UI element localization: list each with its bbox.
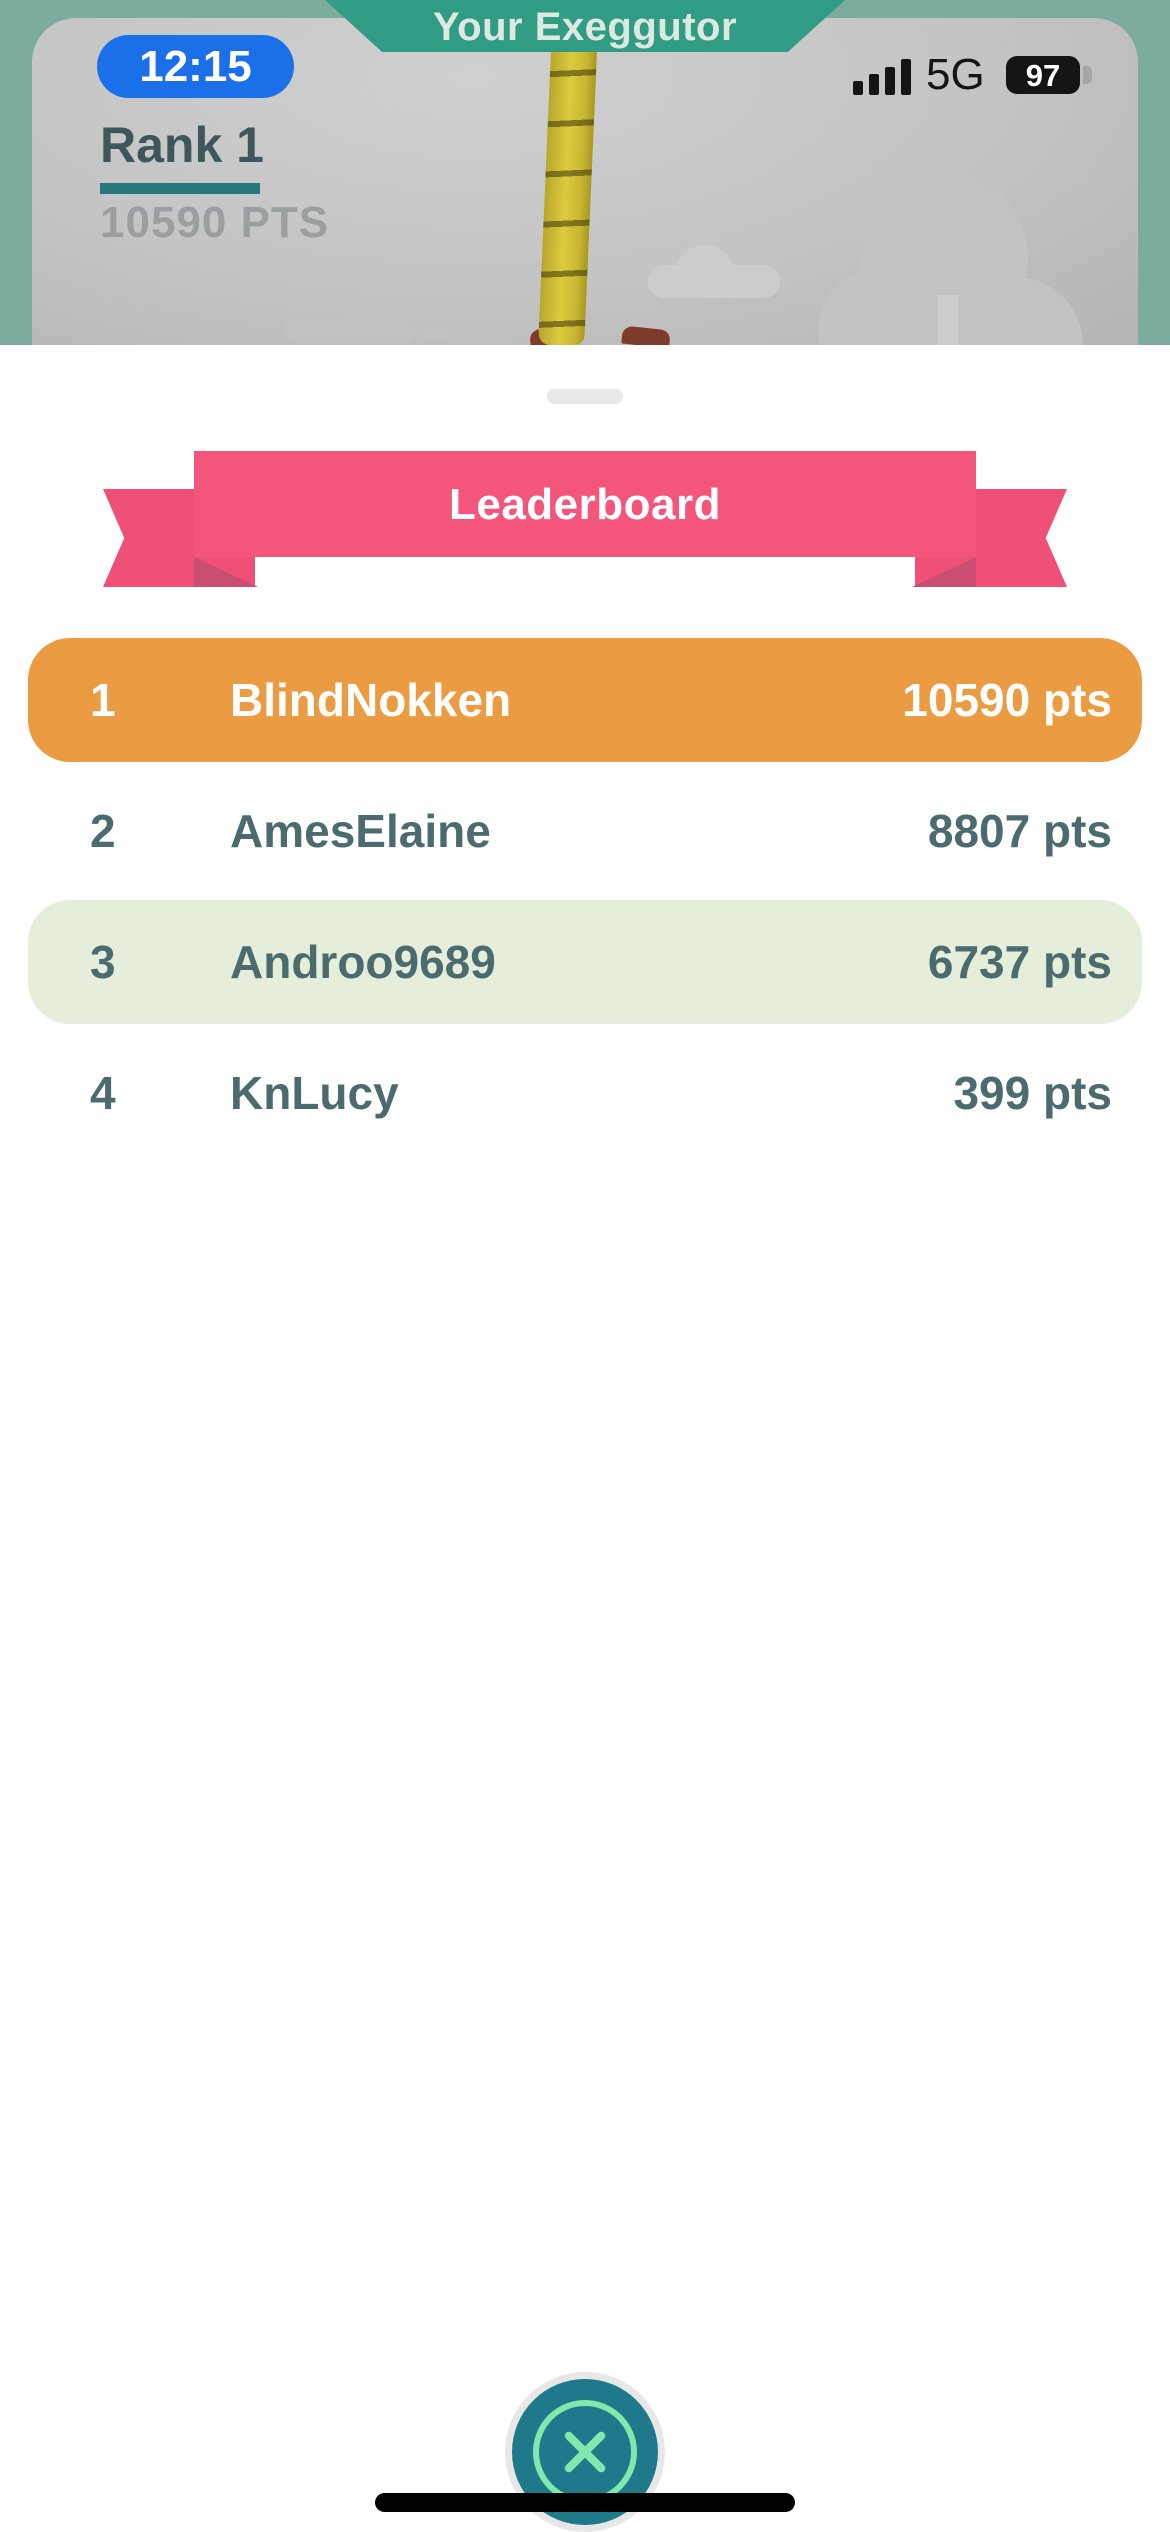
rank-number: 2 xyxy=(90,805,116,857)
leaderboard-sheet: Leaderboard 1 BlindNokken 10590 pts 2 Am… xyxy=(0,345,1170,2532)
tree-trunk-silhouette xyxy=(938,295,958,345)
your-pokemon-banner: Your Exeggutor xyxy=(325,0,845,52)
cellular-signal-icon xyxy=(853,57,913,95)
player-name: AmesElaine xyxy=(230,805,491,857)
player-points: 6737 pts xyxy=(927,936,1112,988)
player-name: BlindNokken xyxy=(230,674,512,726)
your-pokemon-banner-label: Your Exeggutor xyxy=(432,5,738,49)
leaderboard-title: Leaderboard xyxy=(194,451,976,557)
player-points: 10590 pts xyxy=(902,674,1112,726)
dimmed-game-screen xyxy=(32,18,1138,345)
rank-number: 3 xyxy=(90,936,116,988)
leaderboard-row: 3 Androo9689 6737 pts xyxy=(28,900,1142,1024)
cloud-shape xyxy=(283,318,415,343)
exeggutor-foot xyxy=(621,325,671,345)
leaderboard-row: 2 AmesElaine 8807 pts xyxy=(28,769,1142,893)
battery-nub xyxy=(1083,66,1092,84)
status-time-label: 12:15 xyxy=(139,42,252,91)
rank-points: 10590 PTS xyxy=(100,198,330,247)
rank-number: 1 xyxy=(90,674,116,726)
player-points: 399 pts xyxy=(953,1067,1112,1119)
status-time-pill[interactable]: 12:15 xyxy=(97,35,294,98)
cloud-shape xyxy=(676,245,734,298)
rank-title: Rank 1 xyxy=(100,117,264,173)
battery-percent-label: 97 xyxy=(1025,58,1061,93)
drag-handle[interactable] xyxy=(547,389,623,404)
cloud-shape xyxy=(420,327,450,340)
rank-number: 4 xyxy=(90,1067,116,1119)
leaderboard-rows: 1 BlindNokken 10590 pts 2 AmesElaine 880… xyxy=(28,638,1142,1162)
leaderboard-row: 4 KnLucy 399 pts xyxy=(28,1031,1142,1155)
home-indicator[interactable] xyxy=(375,2493,795,2512)
exeggutor-trunk xyxy=(538,26,598,345)
player-points: 8807 pts xyxy=(927,805,1112,857)
rank-underline xyxy=(100,183,260,194)
header-background: 12:15 5G 97 Your Exeggutor Rank 1 10590 … xyxy=(0,0,1170,345)
player-name: Androo9689 xyxy=(230,936,496,988)
battery-icon: 97 xyxy=(1006,56,1080,94)
leaderboard-row: 1 BlindNokken 10590 pts xyxy=(28,638,1142,762)
leaderboard-ribbon: Leaderboard xyxy=(103,451,1067,587)
network-type-label: 5G xyxy=(926,50,985,99)
player-name: KnLucy xyxy=(230,1067,399,1119)
